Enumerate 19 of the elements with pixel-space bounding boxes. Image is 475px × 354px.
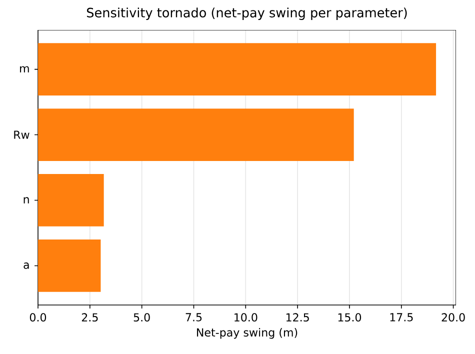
x-tick-label: 20.0 (442, 313, 465, 322)
bar (38, 43, 436, 96)
x-tick-label: 2.5 (82, 313, 98, 322)
x-tick-label: 7.5 (186, 313, 202, 322)
x-tick-label: 17.5 (390, 313, 413, 322)
x-tick-label: 0.0 (30, 313, 46, 322)
y-tick-label: a (24, 262, 29, 269)
x-axis-title: Net-pay swing (m) (197, 328, 298, 339)
y-tick-label: n (24, 197, 29, 204)
x-tick-label: 12.5 (286, 313, 309, 322)
y-tick-label: m (20, 66, 29, 72)
x-tick-label: 10.0 (234, 313, 258, 322)
chart-title: Sensitivity tornado (net-pay swing per parameter) (86, 8, 407, 20)
y-tick-label: Rw (14, 130, 30, 139)
bar (38, 240, 101, 292)
x-tick-label: 15.0 (338, 313, 362, 322)
bar (38, 108, 354, 161)
x-tick-label: 5.0 (134, 313, 150, 322)
bar (38, 174, 104, 226)
